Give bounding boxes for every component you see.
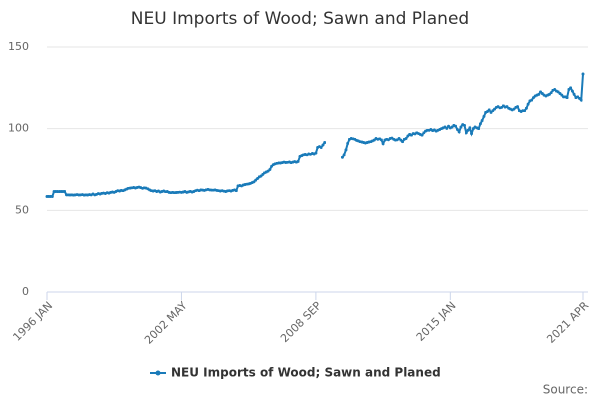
legend-label: NEU Imports of Wood; Sawn and Planed — [171, 366, 441, 380]
source: Source: — [543, 383, 588, 397]
x-tick-label: 2015 JAN — [414, 299, 459, 344]
y-tick-label: 100 — [8, 122, 29, 135]
y-tick-label: 0 — [22, 285, 29, 298]
y-tick-label: 150 — [8, 40, 29, 53]
x-tick-label: 2008 SEP — [278, 299, 324, 345]
x-tick-label: 2021 APR — [544, 299, 591, 346]
x-tick-label: 1996 JAN — [10, 299, 55, 344]
legend-marker — [155, 370, 161, 376]
chart-title: NEU Imports of Wood; Sawn and Planed — [131, 9, 469, 29]
series-line — [47, 74, 583, 197]
x-tick-label: 2002 MAY — [142, 299, 190, 347]
y-tick-label: 50 — [15, 203, 29, 216]
